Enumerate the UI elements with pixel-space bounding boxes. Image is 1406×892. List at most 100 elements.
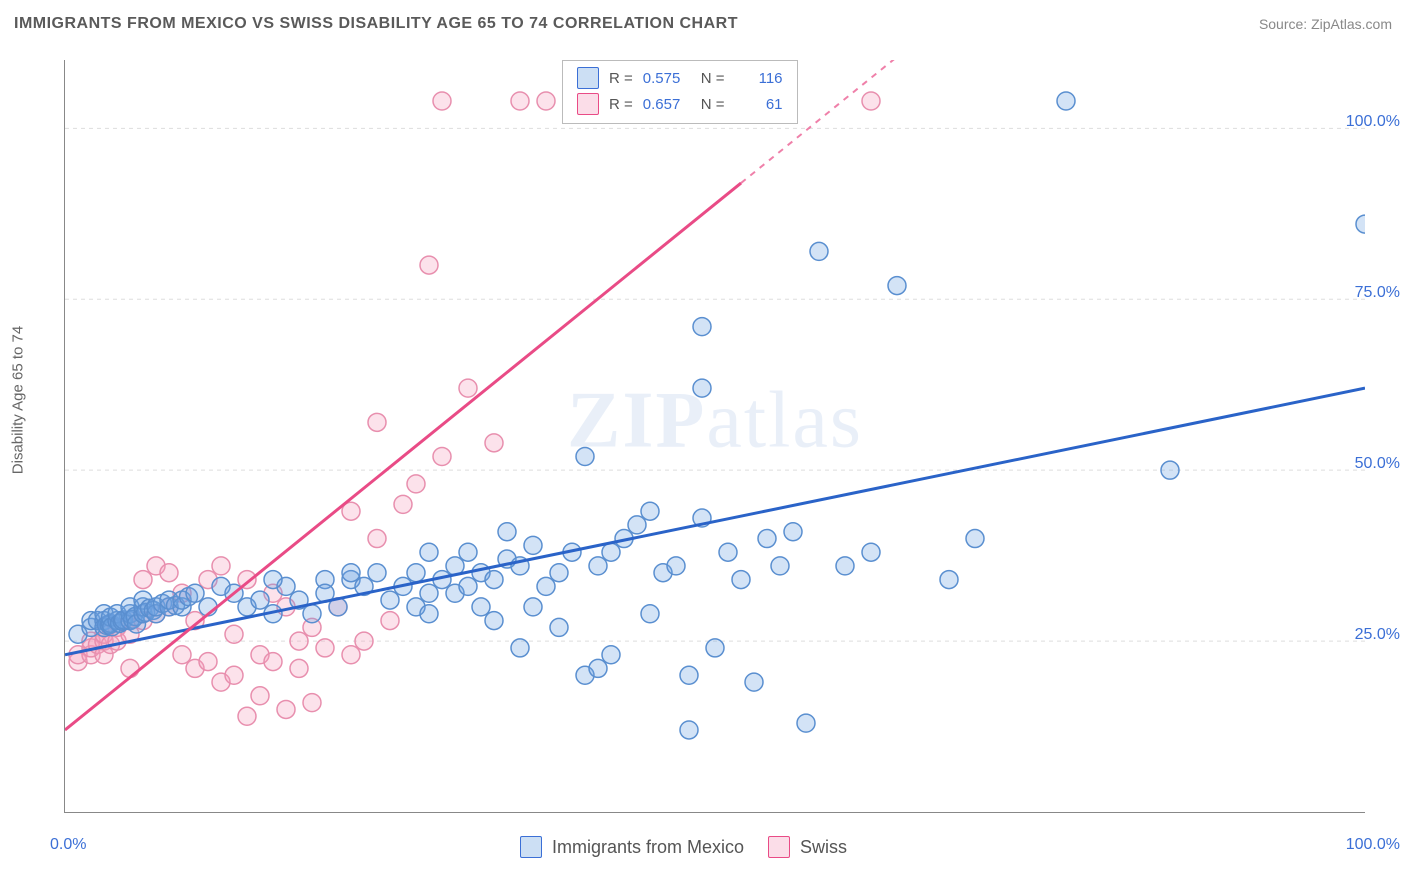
- scatter-point-mexico: [524, 598, 542, 616]
- scatter-point-mexico: [420, 543, 438, 561]
- scatter-point-mexico: [589, 557, 607, 575]
- scatter-point-mexico: [940, 571, 958, 589]
- x-tick-100: 100.0%: [1346, 836, 1400, 854]
- scatter-point-mexico: [836, 557, 854, 575]
- scatter-point-mexico: [784, 523, 802, 541]
- y-tick-25: 25.0%: [1355, 626, 1400, 644]
- scatter-point-swiss: [225, 666, 243, 684]
- scatter-point-mexico: [888, 277, 906, 295]
- scatter-point-swiss: [433, 92, 451, 110]
- chart-header: IMMIGRANTS FROM MEXICO VS SWISS DISABILI…: [0, 0, 1406, 48]
- scatter-point-mexico: [550, 564, 568, 582]
- scatter-point-mexico: [485, 612, 503, 630]
- swatch-pink-icon: [577, 93, 599, 115]
- scatter-point-swiss: [316, 639, 334, 657]
- legend-item-swiss: Swiss: [768, 836, 847, 858]
- scatter-point-mexico: [537, 577, 555, 595]
- source-label: Source:: [1259, 16, 1307, 32]
- plot-area: ZIPatlas: [64, 60, 1365, 813]
- scatter-point-swiss: [485, 434, 503, 452]
- scatter-point-mexico: [420, 605, 438, 623]
- r-label: R =: [609, 70, 633, 87]
- scatter-point-mexico: [680, 721, 698, 739]
- scatter-point-mexico: [524, 536, 542, 554]
- scatter-point-mexico: [667, 557, 685, 575]
- scatter-point-swiss: [407, 475, 425, 493]
- n-label: N =: [701, 70, 725, 87]
- scatter-point-mexico: [368, 564, 386, 582]
- scatter-point-mexico: [498, 523, 516, 541]
- scatter-point-swiss: [277, 700, 295, 718]
- scatter-point-swiss: [238, 571, 256, 589]
- chart-title: IMMIGRANTS FROM MEXICO VS SWISS DISABILI…: [14, 15, 738, 33]
- legend-row-mexico: R = 0.575 N = 116: [577, 65, 783, 91]
- r-label-2: R =: [609, 96, 633, 113]
- scatter-point-mexico: [511, 639, 529, 657]
- scatter-point-mexico: [771, 557, 789, 575]
- scatter-point-mexico: [342, 564, 360, 582]
- scatter-point-swiss: [355, 632, 373, 650]
- scatter-point-mexico: [628, 516, 646, 534]
- scatter-point-mexico: [251, 591, 269, 609]
- scatter-point-mexico: [706, 639, 724, 657]
- scatter-point-mexico: [589, 659, 607, 677]
- scatter-point-swiss: [199, 653, 217, 671]
- swatch-blue-icon-2: [520, 836, 542, 858]
- scatter-point-mexico: [381, 591, 399, 609]
- scatter-point-mexico: [407, 564, 425, 582]
- r-value-mexico: 0.575: [643, 70, 691, 87]
- scatter-point-swiss: [394, 495, 412, 513]
- scatter-point-swiss: [368, 530, 386, 548]
- y-tick-50: 50.0%: [1355, 455, 1400, 473]
- scatter-point-mexico: [641, 502, 659, 520]
- scatter-point-mexico: [693, 318, 711, 336]
- trend-line-swiss: [65, 183, 741, 730]
- legend-row-swiss: R = 0.657 N = 61: [577, 91, 783, 117]
- scatter-point-swiss: [121, 659, 139, 677]
- scatter-point-mexico: [641, 605, 659, 623]
- scatter-point-swiss: [381, 612, 399, 630]
- scatter-point-mexico: [797, 714, 815, 732]
- scatter-point-mexico: [1161, 461, 1179, 479]
- scatter-point-swiss: [862, 92, 880, 110]
- scatter-point-mexico: [862, 543, 880, 561]
- scatter-point-mexico: [459, 577, 477, 595]
- scatter-point-mexico: [745, 673, 763, 691]
- scatter-point-swiss: [212, 557, 230, 575]
- n-value-swiss: 61: [735, 96, 783, 113]
- x-tick-0: 0.0%: [50, 836, 86, 854]
- scatter-point-swiss: [511, 92, 529, 110]
- scatter-point-swiss: [160, 564, 178, 582]
- scatter-point-swiss: [537, 92, 555, 110]
- source-link[interactable]: ZipAtlas.com: [1311, 16, 1392, 32]
- scatter-point-mexico: [966, 530, 984, 548]
- scatter-point-mexico: [420, 584, 438, 602]
- scatter-point-swiss: [251, 687, 269, 705]
- scatter-point-mexico: [680, 666, 698, 684]
- r-value-swiss: 0.657: [643, 96, 691, 113]
- swatch-blue-icon: [577, 67, 599, 89]
- plot-container: ZIPatlas: [64, 60, 1364, 812]
- chart-source: Source: ZipAtlas.com: [1259, 16, 1392, 32]
- scatter-point-swiss: [420, 256, 438, 274]
- scatter-point-swiss: [134, 571, 152, 589]
- scatter-point-mexico: [719, 543, 737, 561]
- legend-series: Immigrants from Mexico Swiss: [520, 836, 847, 858]
- scatter-point-swiss: [459, 379, 477, 397]
- scatter-point-swiss: [225, 625, 243, 643]
- y-tick-75: 75.0%: [1355, 284, 1400, 302]
- scatter-point-mexico: [186, 584, 204, 602]
- scatter-point-swiss: [264, 653, 282, 671]
- y-tick-100: 100.0%: [1346, 113, 1400, 131]
- scatter-point-swiss: [173, 646, 191, 664]
- scatter-point-mexico: [758, 530, 776, 548]
- scatter-svg: [65, 60, 1365, 812]
- scatter-point-mexico: [693, 379, 711, 397]
- n-value-mexico: 116: [735, 70, 783, 87]
- scatter-point-mexico: [732, 571, 750, 589]
- scatter-point-mexico: [602, 646, 620, 664]
- y-axis-label: Disability Age 65 to 74: [10, 326, 27, 474]
- trend-line-mexico: [65, 388, 1365, 655]
- legend-correlation: R = 0.575 N = 116 R = 0.657 N = 61: [562, 60, 798, 124]
- scatter-point-swiss: [342, 646, 360, 664]
